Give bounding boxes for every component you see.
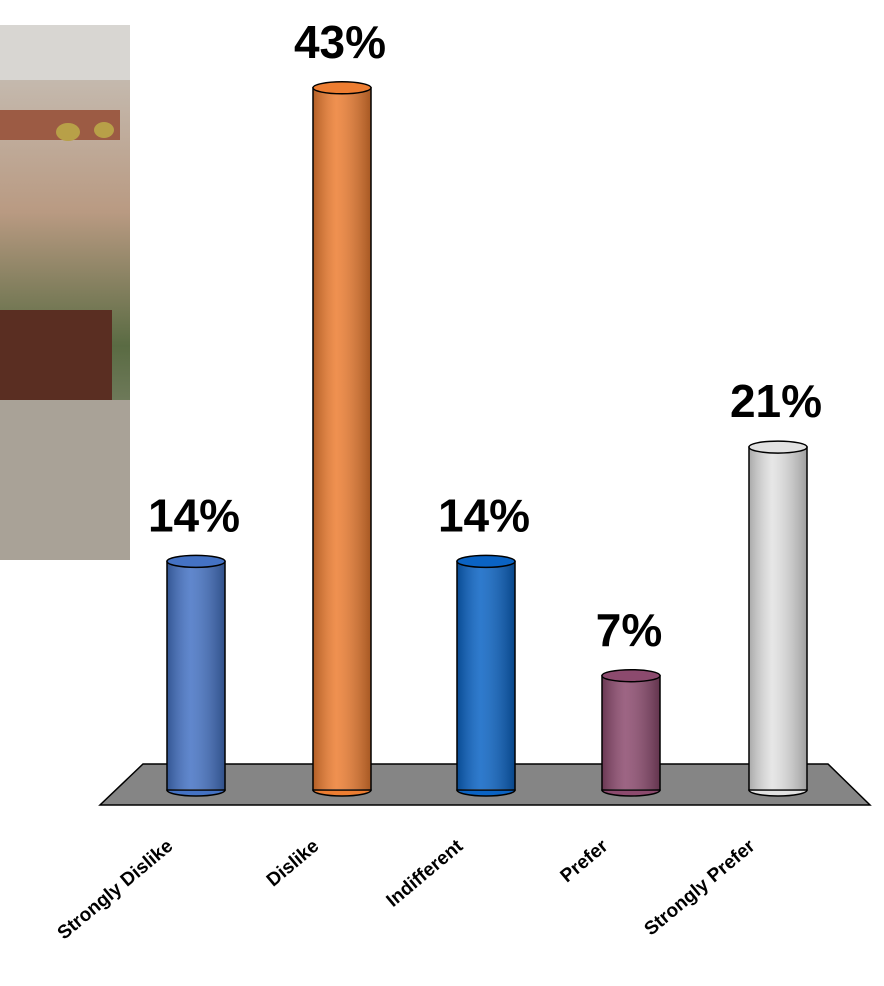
bar-top: [748, 440, 808, 454]
bar-shade: [602, 675, 660, 790]
bar-top: [166, 554, 226, 569]
x-tick-label: Indifferent: [383, 835, 468, 911]
x-tick-label: Strongly Prefer: [641, 835, 760, 940]
photo: [0, 25, 130, 560]
bar-shade: [749, 447, 807, 790]
bar-top: [312, 81, 372, 95]
value-label: 43%: [294, 16, 386, 68]
x-tick-label: Strongly Dislike: [54, 836, 178, 944]
bar-shade: [457, 561, 515, 790]
bar-top: [456, 554, 516, 569]
bar-top: [601, 668, 661, 683]
bar-shade: [167, 561, 225, 790]
value-label: 14%: [438, 490, 530, 542]
value-label: 21%: [730, 375, 822, 427]
x-tick-label: Dislike: [263, 836, 323, 891]
bar-shade: [313, 87, 371, 790]
x-tick-label: Prefer: [557, 835, 613, 887]
value-label: 14%: [148, 490, 240, 542]
value-label: 7%: [596, 604, 662, 656]
